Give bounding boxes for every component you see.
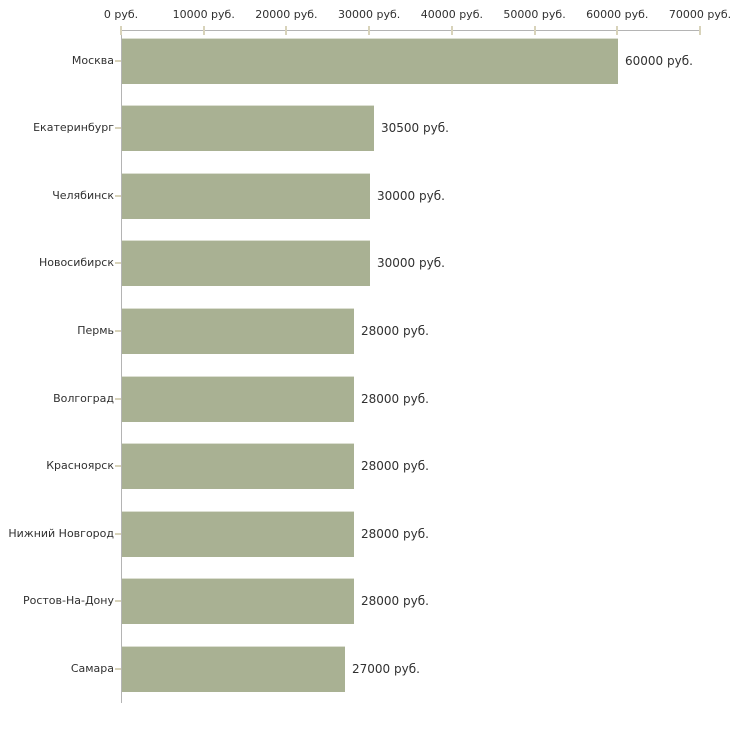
category-tick (115, 465, 121, 468)
category-label: Самара (70, 661, 114, 675)
x-axis-tick-label: 30000 руб. (338, 8, 401, 21)
value-label: 28000 руб. (361, 323, 429, 338)
value-label: 30500 руб. (381, 121, 449, 136)
x-axis-tick (616, 26, 619, 35)
category-label: Челябинск (52, 188, 114, 202)
x-axis-tick-label: 60000 руб. (586, 8, 649, 21)
bar (122, 105, 374, 152)
bar (122, 172, 370, 219)
x-axis-tick (368, 26, 371, 35)
x-axis-line (121, 30, 701, 31)
bar (122, 37, 618, 84)
x-axis-tick (202, 26, 205, 35)
value-label: 60000 руб. (625, 53, 693, 68)
x-axis-tick (699, 26, 701, 35)
category-label: Екатеринбург (33, 121, 114, 135)
category-tick (115, 397, 121, 400)
category-label: Новосибирск (38, 256, 114, 270)
category-label: Москва (71, 53, 114, 67)
bar (122, 443, 354, 490)
value-label: 28000 руб. (361, 526, 429, 541)
x-axis-tick-label: 70000 руб. (668, 8, 730, 21)
category-label: Волгоград (53, 391, 114, 405)
y-axis-line (121, 30, 122, 703)
x-axis-tick (120, 26, 122, 35)
value-label: 28000 руб. (361, 594, 429, 609)
category-tick (115, 667, 121, 670)
x-axis-tick-label: 20000 руб. (255, 8, 318, 21)
category-tick (115, 262, 121, 265)
bar (122, 375, 354, 422)
bar (122, 510, 354, 557)
category-label: Красноярск (46, 459, 114, 473)
category-tick (115, 59, 121, 62)
value-label: 27000 руб. (352, 661, 420, 676)
category-tick (115, 329, 121, 332)
bar (122, 645, 345, 692)
x-axis-tick-label: 10000 руб. (172, 8, 235, 21)
value-label: 28000 руб. (361, 391, 429, 406)
category-tick (115, 127, 121, 130)
category-tick (115, 532, 121, 535)
category-tick (115, 600, 121, 603)
bar (122, 240, 370, 287)
value-label: 30000 руб. (377, 256, 445, 271)
category-label: Пермь (77, 323, 114, 337)
bar (122, 307, 354, 354)
x-axis-tick-label: 40000 руб. (420, 8, 483, 21)
value-label: 28000 руб. (361, 459, 429, 474)
bar (122, 578, 354, 625)
x-axis-tick-label: 50000 руб. (503, 8, 566, 21)
category-label: Ростов-На-Дону (22, 594, 114, 608)
category-tick (115, 194, 121, 197)
x-axis-tick (450, 26, 453, 35)
x-axis-tick (533, 26, 536, 35)
x-axis-tick (285, 26, 288, 35)
category-label: Нижний Новгород (8, 526, 114, 540)
x-axis-tick-label: 0 руб. (103, 8, 139, 21)
value-label: 30000 руб. (377, 188, 445, 203)
